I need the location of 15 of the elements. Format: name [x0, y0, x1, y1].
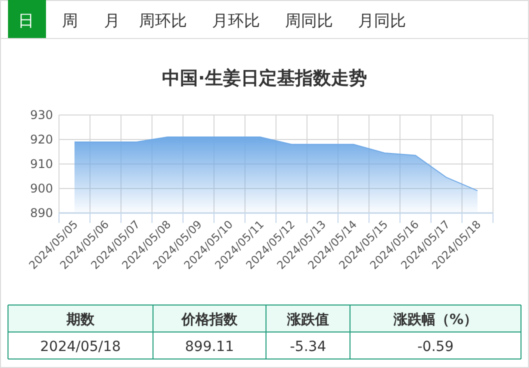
y-tick-label: 920 [30, 132, 53, 146]
y-tick-label: 930 [30, 108, 53, 122]
y-tick-label: 900 [30, 182, 53, 196]
text: -0.59 [417, 339, 454, 355]
y-tick-label: 910 [30, 157, 53, 171]
text: 涨跌幅（%） [392, 312, 478, 328]
tab-bar: 日 周 月 周环比 月环比 周同比 月同比 [8, 0, 406, 38]
text: -5.34 [290, 339, 326, 355]
y-tick-label: 890 [30, 206, 53, 220]
text: 涨跌值 [286, 312, 329, 328]
chart-title: 中国·生姜日定基指数走势 [162, 67, 367, 89]
text: 899.11 [185, 339, 234, 355]
text: 2024/05/18 [40, 339, 121, 355]
text: 期数 [66, 312, 96, 328]
text: 价格指数 [180, 312, 238, 328]
